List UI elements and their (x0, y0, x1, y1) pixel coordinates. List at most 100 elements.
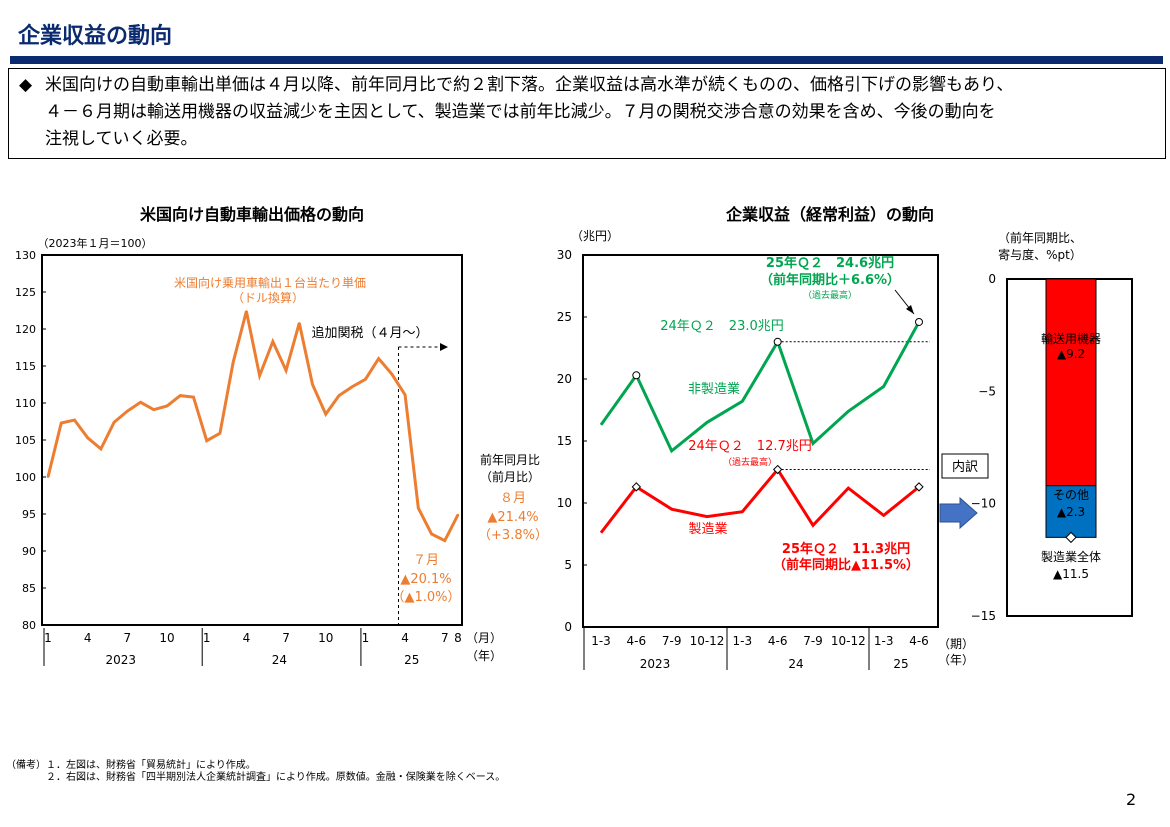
price-point (285, 369, 288, 372)
other-value: ▲2.3 (1057, 505, 1085, 519)
left-y-tick-label: 115 (15, 360, 36, 373)
left-y-tick-label: 110 (15, 397, 36, 410)
transport-equipment-bar (1045, 278, 1097, 487)
price-point (166, 404, 169, 407)
left-y-tick-label: 90 (22, 545, 36, 558)
price-point (152, 408, 155, 411)
left-y-tick-label: 130 (15, 249, 36, 262)
aug-mom: （+3.8%） (478, 528, 548, 543)
page-title: 企業収益の動向 (18, 24, 173, 49)
left-x-month-label: 4 (84, 631, 92, 645)
left-x-month-label: 4 (243, 631, 251, 645)
price-point (457, 513, 459, 516)
summary-line-1: 米国向けの自動車輸出単価は４月以降、前年同月比で約２割下落。企業収益は高水準が続… (45, 75, 1014, 95)
mfg-series-line (599, 466, 920, 534)
mid-y-tick-label: 20 (557, 372, 572, 386)
aug-yoy: ▲21.4% (487, 510, 538, 525)
price-point (245, 310, 248, 313)
mfg-24q2-record: （過去最高） (723, 456, 777, 468)
mid-y-tick-label: 0 (564, 620, 572, 634)
mfg-marker (914, 482, 924, 492)
right-y-tick-label: −10 (971, 497, 996, 511)
price-point (324, 413, 327, 416)
price-point (337, 394, 340, 397)
transport-equipment-name: 輸送用機器 (1041, 331, 1101, 346)
mid-x-label: 10-12 (690, 634, 725, 648)
left-x-month-label: 1 (44, 631, 52, 645)
price-point (99, 447, 102, 450)
tariff-label: 追加関税（４月～） (311, 325, 428, 341)
left-x-month-label: 1 (203, 631, 211, 645)
price-point (47, 476, 49, 478)
nonmfg-25q2-yoy: （前年同期比＋6.6%） (760, 272, 900, 288)
nonmfg-marker (773, 337, 782, 346)
left-chart-title: 米国向け自動車輸出価格の動向 (140, 205, 364, 224)
title-underline (10, 56, 1163, 64)
left-x-month-label: 4 (401, 631, 409, 645)
nonmfg-marker (632, 371, 641, 380)
diamond-bullet-icon: ◆ (19, 75, 33, 95)
left-x-month-label: 7 (282, 631, 290, 645)
mom-header: （前月比） (480, 469, 540, 484)
mid-x-label: 4-6 (768, 634, 788, 648)
price-point (417, 507, 420, 510)
left-x-year-label: 2023 (105, 653, 136, 667)
price-point (179, 394, 182, 397)
transport-equipment-value: ▲9.2 (1057, 347, 1085, 361)
left-x-month-label: 10 (159, 631, 174, 645)
price-point (126, 410, 129, 413)
mfg-25q2-label: 25年Ｑ２ 11.3兆円 (782, 541, 910, 557)
nonmfg-24q2-label: 24年Ｑ２ 23.0兆円 (660, 319, 784, 334)
left-x-year-label: 24 (272, 653, 287, 667)
other-bar (1045, 485, 1097, 538)
nonmfg-25q2-pointer-head (906, 305, 914, 314)
nonmfg-25q2-label: 25年Ｑ２ 24.6兆円 (766, 255, 894, 271)
price-point (271, 340, 274, 343)
left-y-tick-label: 80 (22, 619, 36, 632)
left-y-tick-label: 100 (15, 471, 36, 484)
other-name: その他 (1053, 488, 1089, 502)
price-point (192, 396, 195, 399)
summary-box: ◆ 米国向けの自動車輸出単価は４月以降、前年同月比で約２割下落。企業収益は高水準… (8, 68, 1166, 159)
nonmfg-series-line (599, 321, 921, 454)
price-series-sub: （ドル換算） (232, 290, 304, 305)
total-value: ▲11.5 (1053, 567, 1089, 581)
price-point (86, 436, 89, 439)
summary-line-3: 注視していく必要。 (45, 129, 198, 149)
price-point (390, 373, 393, 376)
jul-label: ７月 (413, 553, 439, 568)
mid-y-tick-label: 15 (557, 434, 572, 448)
mid-x-year-label: 25 (893, 657, 908, 671)
right-chart-unit-1: （前年同期比、 (998, 230, 1082, 245)
breakdown-label: 内訳 (952, 459, 978, 475)
mfg-24q2-label: 24年Ｑ２ 12.7兆円 (688, 439, 812, 454)
left-y-tick-label: 95 (22, 508, 36, 521)
price-point (73, 419, 76, 422)
price-point (139, 401, 142, 404)
price-point (351, 385, 354, 388)
mfg-25q2-yoy: （前年同期比▲11.5%） (773, 557, 919, 573)
mid-x-label: 7-9 (662, 634, 682, 648)
price-point (311, 383, 314, 386)
jul-mom: （▲1.0%） (391, 590, 460, 605)
breakdown-arrow-icon (939, 496, 978, 530)
mid-x-label: 1-3 (733, 634, 753, 648)
left-y-tick-label: 105 (15, 434, 36, 447)
aug-label: ８月 (500, 491, 526, 506)
mid-y-tick-label: 10 (557, 496, 572, 510)
price-point (377, 357, 380, 360)
right-y-tick-label: −5 (978, 384, 996, 398)
price-point (205, 439, 208, 442)
nonmfg-25q2-record: （過去最高） (803, 289, 857, 301)
left-y-tick-label: 120 (15, 323, 36, 336)
summary-line-2: ４－６月期は輸送用機器の収益減少を主因として、製造業では前年比減少。７月の関税交… (45, 102, 996, 122)
mfg-series-name: 製造業 (688, 521, 727, 537)
jul-yoy: ▲20.1% (400, 572, 451, 587)
mid-x-year-label: 2023 (640, 657, 671, 671)
notes: （備考）１．左図は、財務省「貿易統計」により作成。 ２．右図は、財務省「四半期別… (6, 760, 505, 784)
mid-y-tick-label: 30 (557, 248, 572, 262)
note-2: ２．右図は、財務省「四半期別法人企業統計調査」により作成。原数値。金融・保険業を… (6, 772, 506, 783)
price-point (60, 421, 63, 424)
mid-y-tick-label: 25 (557, 310, 572, 324)
